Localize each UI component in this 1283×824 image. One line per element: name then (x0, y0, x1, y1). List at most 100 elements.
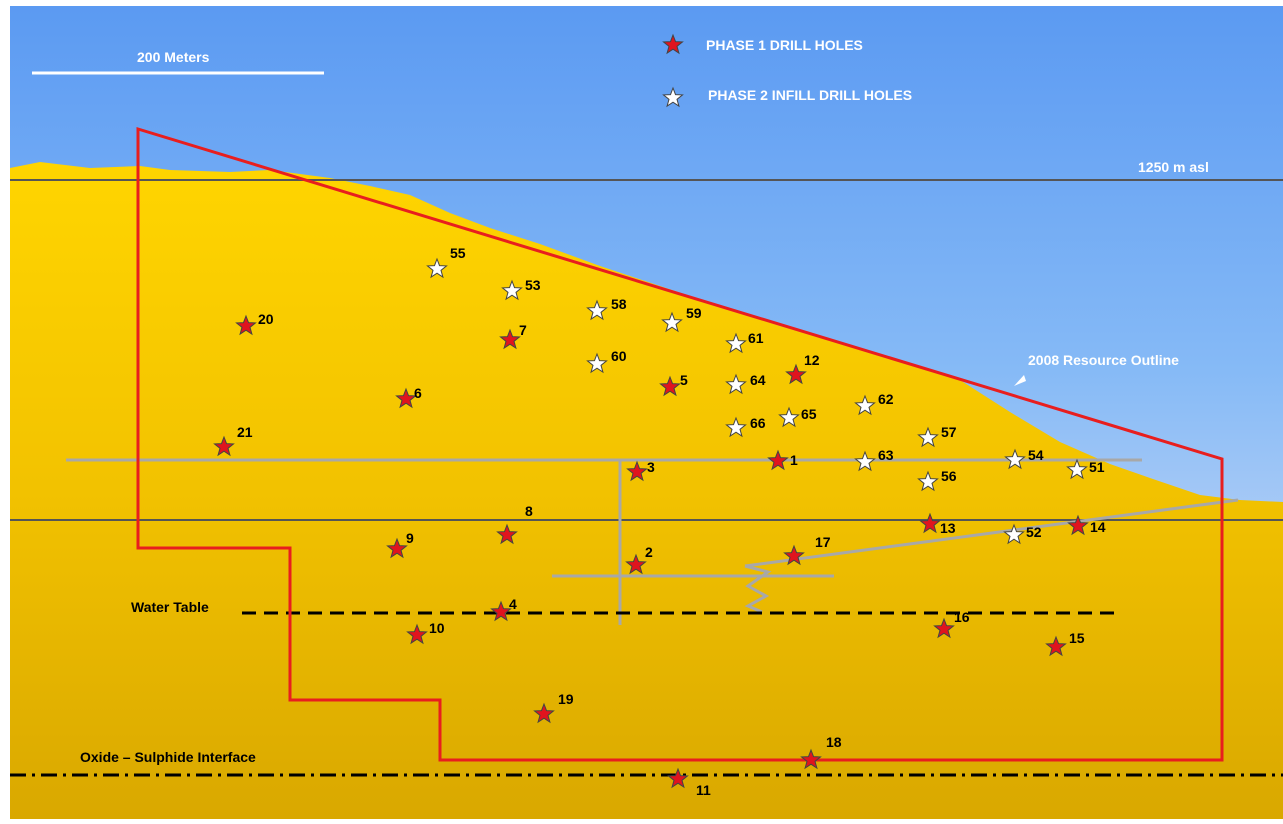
drill-hole-2: 2 (625, 544, 653, 575)
phase1-drill-hole-star-icon (395, 387, 417, 409)
drill-hole-label: 56 (941, 468, 957, 484)
drill-hole-56: 56 (917, 468, 957, 492)
drill-hole-3: 3 (626, 459, 655, 482)
legend-phase1-label: PHASE 1 DRILL HOLES (706, 37, 863, 53)
phase1-drill-hole-star-icon (767, 449, 789, 471)
phase1-drill-hole-star-icon (490, 600, 512, 622)
phase1-drill-hole-star-icon (800, 748, 822, 770)
drill-hole-62: 62 (854, 391, 894, 416)
drill-hole-14: 14 (1067, 514, 1106, 536)
legend: PHASE 1 DRILL HOLES PHASE 2 INFILL DRILL… (662, 33, 912, 108)
resource-outline-polygon (136, 126, 1224, 762)
phase2-drill-hole-star-icon (854, 394, 876, 416)
drill-hole-51: 51 (1066, 458, 1105, 480)
drill-hole-7: 7 (499, 322, 527, 350)
phase2-drill-hole-star-icon (1066, 458, 1088, 480)
legend-phase2-star (662, 86, 684, 108)
drill-hole-11: 11 (667, 767, 711, 798)
drill-hole-label: 11 (696, 782, 711, 798)
drill-hole-1: 1 (767, 449, 798, 471)
drill-hole-58: 58 (586, 296, 627, 321)
drill-hole-21: 21 (213, 424, 253, 457)
drill-hole-5: 5 (659, 372, 688, 397)
phase2-drill-hole-star-icon (725, 332, 747, 354)
elevation-label: 1250 m asl (1138, 159, 1209, 175)
drill-hole-label: 21 (237, 424, 253, 440)
drill-hole-label: 8 (525, 503, 533, 519)
phase2-drill-hole-star-icon (586, 352, 608, 374)
drill-hole-52: 52 (1003, 523, 1042, 545)
drill-hole-label: 20 (258, 311, 274, 327)
drill-hole-label: 13 (940, 520, 956, 536)
phase1-drill-hole-star-icon (626, 460, 648, 482)
phase2-star-icon (662, 86, 684, 108)
phase1-drill-hole-star-icon (625, 553, 647, 575)
drill-hole-label: 59 (686, 305, 702, 321)
drill-hole-label: 1 (790, 452, 798, 468)
drill-hole-label: 63 (878, 447, 894, 463)
phase1-drill-hole-star-icon (235, 314, 257, 336)
phase2-drill-hole-star-icon (725, 416, 747, 438)
drill-hole-17: 17 (783, 534, 831, 566)
phase2-drill-hole-star-icon (917, 470, 939, 492)
drill-hole-53: 53 (501, 277, 541, 301)
underground-workings (66, 458, 1239, 625)
phase1-drill-hole-star-icon (919, 512, 941, 534)
drill-hole-61: 61 (725, 330, 764, 354)
phase2-drill-hole-star-icon (1003, 523, 1025, 545)
drill-hole-16: 16 (933, 609, 970, 639)
drill-hole-label: 57 (941, 424, 957, 440)
drill-hole-label: 12 (804, 352, 820, 368)
drill-hole-label: 19 (558, 691, 574, 707)
drill-hole-label: 54 (1028, 447, 1044, 463)
phase1-drill-hole-star-icon (933, 617, 955, 639)
drill-hole-20: 20 (235, 311, 274, 336)
resource-outline-label: 2008 Resource Outline (1028, 352, 1179, 368)
drill-hole-label: 16 (954, 609, 970, 625)
drill-hole-label: 58 (611, 296, 627, 312)
phase2-drill-hole-star-icon (1004, 448, 1026, 470)
ground-body (10, 162, 1283, 819)
phase1-star-icon (662, 33, 684, 55)
drill-hole-59: 59 (661, 305, 702, 333)
drill-hole-6: 6 (395, 385, 422, 409)
drill-hole-55: 55 (426, 245, 466, 279)
scale-bar: 200 Meters (32, 49, 324, 75)
drill-hole-10: 10 (406, 620, 445, 645)
phase2-drill-hole-star-icon (725, 373, 747, 395)
phase2-drill-hole-star-icon (501, 279, 523, 301)
drill-hole-label: 15 (1069, 630, 1085, 646)
drill-hole-label: 61 (748, 330, 764, 346)
phase1-drill-hole-star-icon (659, 375, 681, 397)
drill-hole-label: 65 (801, 406, 817, 422)
drill-hole-8: 8 (496, 503, 533, 545)
drill-hole-9: 9 (386, 530, 414, 559)
scale-bar-label: 200 Meters (137, 49, 210, 65)
phase1-drill-hole-star-icon (213, 435, 235, 457)
drill-hole-13: 13 (919, 512, 956, 536)
drill-hole-label: 18 (826, 734, 842, 750)
drill-hole-label: 52 (1026, 524, 1042, 540)
drill-hole-label: 51 (1089, 459, 1105, 475)
drill-hole-label: 5 (680, 372, 688, 388)
drill-hole-label: 60 (611, 348, 627, 364)
drill-hole-label: 3 (647, 459, 655, 475)
legend-phase2-label: PHASE 2 INFILL DRILL HOLES (708, 87, 912, 103)
drill-hole-19: 19 (533, 691, 574, 724)
drill-hole-57: 57 (917, 424, 957, 448)
phase1-drill-hole-star-icon (1067, 514, 1089, 536)
drill-hole-label: 4 (509, 596, 517, 612)
drill-hole-64: 64 (725, 372, 766, 395)
drill-hole-label: 2 (645, 544, 653, 560)
drill-hole-label: 55 (450, 245, 466, 261)
water-table-label: Water Table (131, 599, 209, 615)
phase1-drill-hole-star-icon (499, 328, 521, 350)
phase2-drill-hole-star-icon (854, 450, 876, 472)
drill-hole-12: 12 (785, 352, 820, 385)
oxide-interface-label: Oxide – Sulphide Interface (80, 749, 256, 765)
phase2-drill-hole-star-icon (778, 406, 800, 428)
drill-hole-18: 18 (800, 734, 842, 770)
phase2-drill-hole-star-icon (917, 426, 939, 448)
